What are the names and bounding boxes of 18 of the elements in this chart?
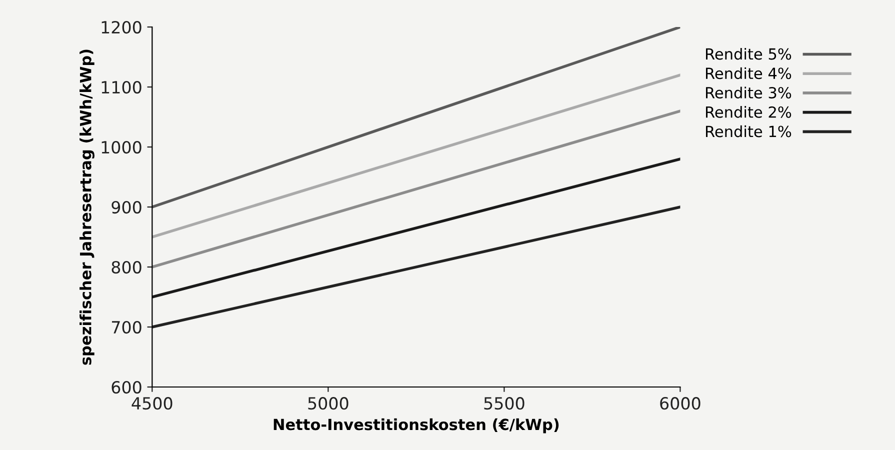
legend-label: Rendite 4% <box>706 67 792 80</box>
x-tick-label: 5000 <box>308 397 348 410</box>
y-tick-label: 1200 <box>102 20 142 34</box>
y-tick-label: 800 <box>112 260 142 274</box>
x-tick-label: 6000 <box>660 397 700 410</box>
legend-label: Rendite 3% <box>706 86 792 99</box>
y-tick-label: 600 <box>112 380 142 394</box>
legend-label: Rendite 1% <box>706 125 792 138</box>
x-tick-label: 5500 <box>484 397 524 410</box>
legend-label: Rendite 2% <box>706 106 792 118</box>
y-tick-label: 1000 <box>102 140 142 154</box>
x-axis-title: Netto-Investitionskosten (€/kWp) <box>274 418 559 434</box>
y-axis-title: spezifischer Jahresertrag (kWh/kWp) <box>80 50 94 365</box>
y-tick-label: 1100 <box>102 80 142 94</box>
y-tick-label: 700 <box>112 320 142 334</box>
x-tick-label: 4500 <box>132 397 172 410</box>
y-tick-label: 900 <box>112 200 142 214</box>
legend-label: Rendite 5% <box>706 48 792 60</box>
